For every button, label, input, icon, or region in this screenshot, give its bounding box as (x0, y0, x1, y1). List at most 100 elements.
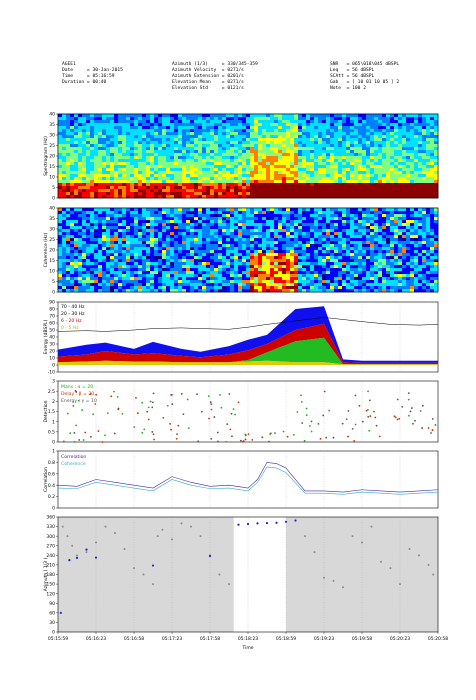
heat-cell (350, 247, 355, 251)
heat-cell (142, 153, 147, 157)
heat-cell (110, 271, 115, 275)
heat-cell (346, 153, 351, 157)
heat-cell (354, 253, 359, 257)
heat-cell (282, 289, 287, 293)
heat-cell (350, 262, 355, 266)
heat-cell (346, 211, 351, 215)
heat-cell (178, 226, 183, 230)
heat-cell (430, 171, 435, 175)
heat-cell (202, 168, 207, 172)
heat-cell (154, 208, 159, 212)
heat-cell (70, 144, 75, 148)
heat-cell (310, 253, 315, 257)
heat-cell (146, 180, 151, 184)
heat-cell (274, 214, 279, 218)
heat-cell (90, 138, 95, 142)
heat-cell (362, 171, 367, 175)
heat-cell (202, 195, 207, 199)
heat-cell (178, 126, 183, 130)
heat-cell (70, 271, 75, 275)
heat-cell (362, 117, 367, 121)
heat-cell (302, 223, 307, 227)
heat-cell (130, 120, 135, 124)
heat-cell (222, 247, 227, 251)
heat-cell (198, 159, 203, 163)
heat-cell (418, 165, 423, 169)
heat-cell (142, 259, 147, 263)
heat-cell (254, 286, 259, 290)
heat-cell (106, 286, 111, 290)
heat-cell (290, 159, 295, 163)
heat-cell (202, 220, 207, 224)
heat-cell (170, 123, 175, 127)
heat-cell (302, 192, 307, 196)
heat-cell (334, 165, 339, 169)
heat-cell (202, 268, 207, 272)
heat-cell (326, 286, 331, 290)
heat-cell (110, 223, 115, 227)
heat-cell (334, 153, 339, 157)
heat-cell (378, 153, 383, 157)
heat-cell (62, 153, 67, 157)
heat-cell (222, 271, 227, 275)
heat-cell (74, 271, 79, 275)
heat-cell (206, 180, 211, 184)
heat-cell (354, 126, 359, 130)
heat-cell (262, 162, 267, 166)
heat-cell (298, 286, 303, 290)
heat-cell (230, 262, 235, 266)
heat-cell (322, 126, 327, 130)
heat-cell (254, 238, 259, 242)
heat-cell (218, 241, 223, 245)
heat-cell (230, 256, 235, 260)
heat-cell (282, 259, 287, 263)
heat-cell (106, 180, 111, 184)
heat-cell (82, 256, 87, 260)
heat-cell (130, 180, 135, 184)
heat-cell (122, 274, 127, 278)
heat-cell (90, 141, 95, 145)
heat-cell (70, 126, 75, 130)
heat-cell (266, 265, 271, 269)
heat-cell (218, 126, 223, 130)
heat-cell (86, 153, 91, 157)
heat-cell (382, 186, 387, 190)
heat-cell (322, 180, 327, 184)
heat-cell (294, 235, 299, 239)
heat-cell (222, 217, 227, 221)
heat-cell (106, 138, 111, 142)
heat-cell (178, 256, 183, 260)
heat-cell (226, 174, 231, 178)
heat-cell (250, 147, 255, 151)
heat-cell (374, 277, 379, 281)
heat-cell (426, 195, 431, 199)
heat-cell (110, 244, 115, 248)
heat-cell (274, 129, 279, 133)
heat-cell (310, 186, 315, 190)
heat-cell (314, 162, 319, 166)
heat-cell (174, 129, 179, 133)
heat-cell (242, 259, 247, 263)
heat-cell (386, 147, 391, 151)
heat-cell (222, 259, 227, 263)
heat-cell (326, 192, 331, 196)
heat-cell (78, 232, 83, 236)
heat-cell (162, 256, 167, 260)
heat-cell (218, 268, 223, 272)
heat-cell (158, 268, 163, 272)
heat-cell (410, 123, 415, 127)
heat-cell (310, 289, 315, 293)
heat-cell (394, 126, 399, 130)
heat-cell (138, 250, 143, 254)
heat-cell (310, 247, 315, 251)
heat-cell (338, 220, 343, 224)
heat-cell (354, 189, 359, 193)
heat-cell (362, 114, 367, 118)
heat-cell (158, 277, 163, 281)
heat-cell (326, 171, 331, 175)
heat-cell (202, 262, 207, 266)
heat-cell (246, 126, 251, 130)
heat-cell (314, 241, 319, 245)
heat-cell (254, 226, 259, 230)
heat-cell (262, 165, 267, 169)
